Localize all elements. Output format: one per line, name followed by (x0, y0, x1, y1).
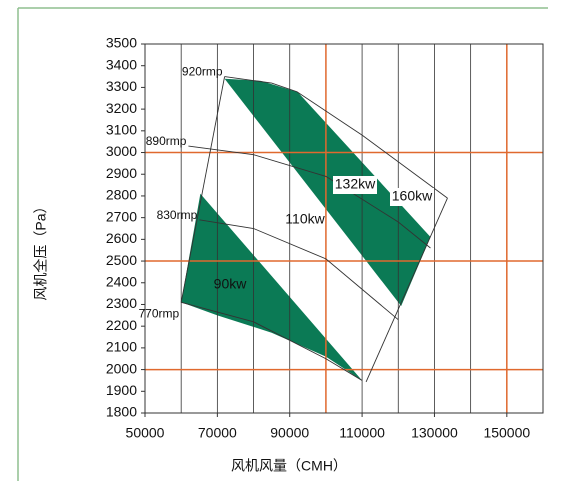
curve-label: 830rmp (157, 208, 198, 222)
envelope-edge (365, 197, 448, 383)
label-box (333, 176, 377, 194)
speed-curve (199, 219, 399, 321)
plot-border (144, 43, 544, 414)
x-tick-label: 130000 (411, 425, 458, 441)
y-axis-title: 风机全压（Pa） (33, 199, 49, 300)
x-tick-label: 150000 (483, 425, 530, 441)
x-tick-label: 50000 (126, 425, 165, 441)
y-tick-label: 2800 (106, 187, 137, 203)
speed-curve (224, 76, 448, 199)
y-tick-label: 2700 (106, 208, 137, 224)
y-tick-label: 2300 (106, 295, 137, 311)
y-tick-label: 3200 (106, 100, 137, 116)
y-tick-label: 2400 (106, 273, 137, 289)
y-tick-label: 1800 (106, 404, 137, 420)
region-label: 160kw (392, 188, 433, 204)
label-box (390, 188, 434, 206)
region-label: 90kw (214, 276, 248, 292)
y-tick-label: 3400 (106, 56, 137, 72)
y-tick-label: 3500 (106, 35, 137, 51)
y-tick-label: 2100 (106, 339, 137, 355)
y-tick-label: 2900 (106, 165, 137, 181)
y-tick-label: 2600 (106, 230, 137, 246)
region (224, 78, 431, 306)
speed-curve (188, 145, 431, 249)
y-tick-label: 3100 (106, 122, 137, 138)
region-label: 110kw (285, 211, 325, 227)
region (181, 193, 363, 381)
speed-curve (181, 301, 363, 381)
curve-label: 920rmp (182, 65, 223, 79)
x-tick-label: 90000 (270, 425, 309, 441)
region-label: 132kw (335, 176, 376, 192)
y-tick-label: 3300 (106, 78, 137, 94)
envelope-edge (180, 76, 226, 303)
y-tick-label: 1900 (106, 382, 137, 398)
y-tick-label: 3000 (106, 143, 137, 159)
curve-label: 770rmp (138, 306, 179, 320)
curve-label: 890rmp (146, 134, 187, 148)
y-tick-label: 2000 (106, 360, 137, 376)
x-axis-title: 风机风量（CMH） (231, 458, 347, 474)
x-tick-label: 110000 (339, 425, 385, 441)
y-tick-label: 2200 (106, 317, 137, 333)
y-tick-label: 2500 (106, 252, 137, 268)
x-tick-label: 70000 (198, 425, 237, 441)
